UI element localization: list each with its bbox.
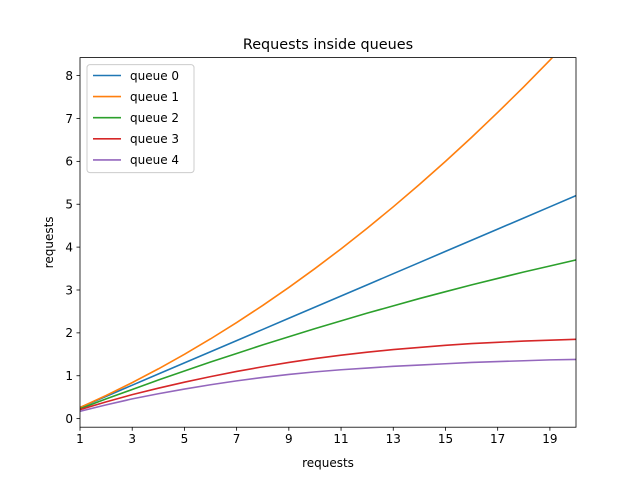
legend-label-queue-4: queue 4 [130, 153, 179, 167]
y-tick-label: 8 [65, 69, 73, 83]
x-tick-label: 13 [386, 432, 401, 446]
y-tick-label: 5 [65, 198, 73, 212]
x-tick-label: 19 [542, 432, 557, 446]
y-tick-label: 4 [65, 240, 73, 254]
plot-frame [79, 57, 577, 428]
y-tick-label: 7 [65, 112, 73, 126]
legend: queue 0 queue 1 queue 2 queue 3 queue 4 [86, 64, 195, 174]
legend-label-queue-2: queue 2 [130, 111, 179, 125]
y-tick-label: 1 [65, 369, 73, 383]
legend-label-queue-3: queue 3 [130, 132, 179, 146]
x-tick-label: 3 [128, 432, 136, 446]
x-tick-label: 9 [285, 432, 293, 446]
series-line-queue-2 [80, 259, 576, 410]
x-axis: 1 3 5 7 9 11 13 15 17 19 [76, 427, 558, 446]
y-tick-label: 2 [65, 326, 73, 340]
y-tick-label: 0 [65, 412, 73, 426]
series-lines [80, 57, 576, 413]
x-tick-label: 5 [181, 432, 189, 446]
series-line-queue-1 [80, 57, 554, 409]
legend-label-queue-0: queue 0 [130, 69, 179, 83]
legend-label-queue-1: queue 1 [130, 90, 179, 104]
y-axis: 0 1 2 3 4 5 6 7 8 [65, 69, 80, 426]
series-line-queue-3 [80, 338, 576, 411]
x-axis-label: requests [302, 456, 354, 470]
y-axis-label: requests [42, 216, 56, 268]
chart-title: Requests inside queues [243, 37, 413, 53]
x-tick-label: 11 [333, 432, 348, 446]
x-tick-label: 15 [438, 432, 453, 446]
x-tick-label: 7 [233, 432, 241, 446]
legend-items: queue 0 queue 1 queue 2 queue 3 queue 4 [93, 69, 179, 167]
series-line-queue-0 [80, 194, 576, 409]
series-line-queue-4 [80, 358, 576, 413]
y-tick-label: 3 [65, 283, 73, 297]
x-tick-label: 1 [76, 432, 84, 446]
y-tick-label: 6 [65, 155, 73, 169]
x-tick-label: 17 [490, 432, 505, 446]
legend-box [86, 64, 195, 174]
